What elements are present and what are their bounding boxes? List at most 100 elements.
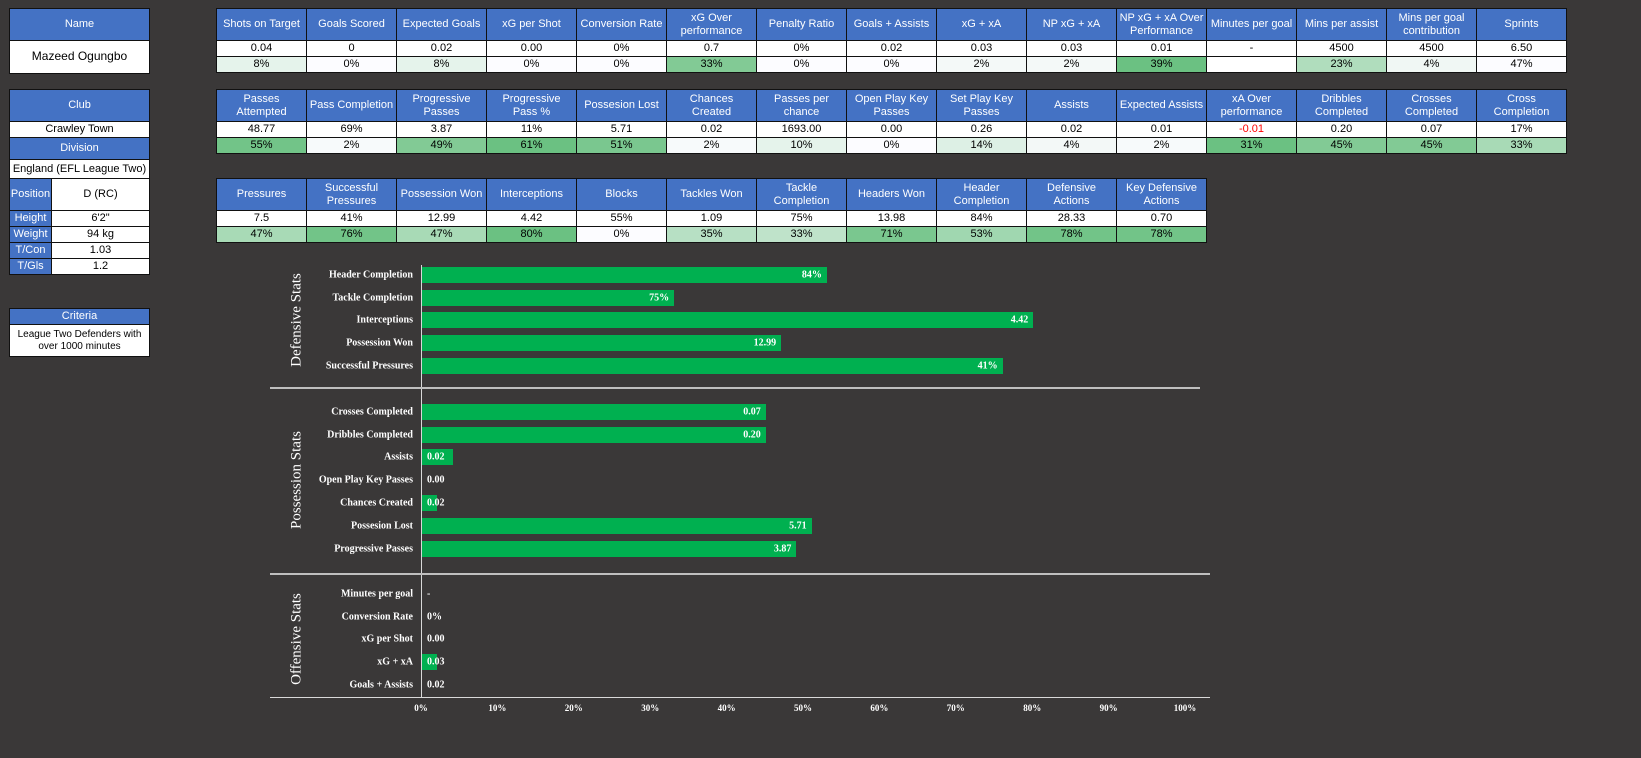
stat-header: Possesion Lost: [576, 89, 667, 122]
stat-percentile: 2%: [936, 56, 1027, 73]
stat-value: 0%: [756, 40, 847, 57]
stat-value: 17%: [1476, 121, 1567, 138]
stat-header: Dribbles Completed: [1296, 89, 1387, 122]
stat-value: 3.87: [396, 121, 487, 138]
name-header: Name: [9, 8, 150, 41]
stat-percentile: 76%: [306, 226, 397, 243]
stat-value: 13.98: [846, 210, 937, 227]
x-tick-label: 40%: [717, 703, 736, 713]
stat-value: 4500: [1386, 40, 1477, 57]
x-tick-label: 20%: [564, 703, 583, 713]
stat-value: 0.03: [1026, 40, 1117, 57]
stat-value: 0.03: [936, 40, 1027, 57]
bar-label: Open Play Key Passes: [318, 474, 413, 486]
stat-percentile: 0%: [306, 56, 397, 73]
bar: [422, 358, 1003, 374]
bar: [422, 335, 782, 351]
stat-header: Minutes per goal: [1206, 8, 1297, 41]
bar-value-label: 0.02: [427, 451, 445, 463]
stat-percentile: 51%: [576, 137, 667, 154]
division-value: England (EFL League Two): [9, 159, 150, 179]
x-tick-label: 10%: [488, 703, 507, 713]
stat-percentile: 0%: [486, 56, 577, 73]
stat-value: 11%: [486, 121, 577, 138]
stat-percentile: 8%: [396, 56, 487, 73]
stat-percentile: 2%: [306, 137, 397, 154]
stat-percentile: 2%: [1116, 137, 1207, 154]
player-name: Mazeed Ogungbo: [9, 40, 150, 74]
stat-percentile: 80%: [486, 226, 577, 243]
tgls-value: 1.2: [51, 258, 150, 275]
stat-header: xG Over performance: [666, 8, 757, 41]
stat-header: Mins per assist: [1296, 8, 1387, 41]
weight-label: Weight: [9, 226, 52, 243]
section-title: Possession Stats: [288, 431, 305, 529]
stat-value: 5.71: [576, 121, 667, 138]
bar: [422, 290, 675, 306]
bar-value-label: 4.42: [1010, 314, 1029, 326]
bar-label: Crosses Completed: [331, 406, 413, 418]
stat-header: Possession Won: [396, 178, 487, 211]
stat-header: Progressive Passes: [396, 89, 487, 122]
stat-percentile: 23%: [1296, 56, 1387, 73]
stat-header: Headers Won: [846, 178, 937, 211]
stat-percentile: 47%: [1476, 56, 1567, 73]
bar-value-label: 0.02: [427, 497, 445, 509]
stat-header: Blocks: [576, 178, 667, 211]
stat-header: Set Play Key Passes: [936, 89, 1027, 122]
stat-header: Pressures: [216, 178, 307, 211]
bar-label: Header Completion: [329, 269, 413, 281]
stat-header: Shots on Target: [216, 8, 307, 41]
stat-percentile: 71%: [846, 226, 937, 243]
stat-percentile: 0%: [576, 226, 667, 243]
bar: [422, 427, 766, 443]
x-tick-label: 70%: [946, 703, 965, 713]
stat-percentile: 45%: [1296, 137, 1387, 154]
stat-value: 0.02: [846, 40, 937, 57]
bar-value-label: 75%: [649, 292, 670, 304]
stat-header: Pass Completion: [306, 89, 397, 122]
stat-value: 0.70: [1116, 210, 1207, 227]
section-divider: [270, 573, 1210, 575]
stat-header: Passes per chance: [756, 89, 847, 122]
stat-header: Mins per goal contribution: [1386, 8, 1477, 41]
bar-label: Chances Created: [340, 497, 413, 509]
stat-header: Progressive Pass %: [486, 89, 577, 122]
tgls-label: T/Gls: [9, 258, 52, 275]
stat-value: 0.01: [1116, 121, 1207, 138]
stat-header: Open Play Key Passes: [846, 89, 937, 122]
x-tick-label: 100%: [1173, 703, 1197, 713]
stat-header: Chances Created: [666, 89, 757, 122]
bar: [422, 267, 827, 283]
stat-value: 0%: [576, 40, 667, 57]
position-label: Position: [9, 178, 52, 211]
stat-value: 69%: [306, 121, 397, 138]
stat-value: 84%: [936, 210, 1027, 227]
stat-percentile: 31%: [1206, 137, 1297, 154]
bar-value-label: 0.00: [427, 474, 445, 486]
stat-value: 7.5: [216, 210, 307, 227]
bar-label: Progressive Passes: [334, 543, 413, 555]
criteria-value: League Two Defenders with over 1000 minu…: [9, 324, 150, 357]
stat-percentile: 0%: [756, 56, 847, 73]
stat-header: Penalty Ratio: [756, 8, 847, 41]
bar-value-label: 3.87: [773, 543, 792, 555]
stat-header: Goals Scored: [306, 8, 397, 41]
stat-value: 0: [306, 40, 397, 57]
stat-percentile: 53%: [936, 226, 1027, 243]
section-title: Defensive Stats: [288, 273, 305, 367]
stat-percentile: 8%: [216, 56, 307, 73]
chart-x-axis: [270, 697, 1210, 698]
stat-value: 0.7: [666, 40, 757, 57]
stat-value: 0.00: [486, 40, 577, 57]
height-label: Height: [9, 210, 52, 227]
stat-value: 0.01: [1116, 40, 1207, 57]
bar-value-label: 5.71: [789, 520, 807, 532]
stat-header: Passes Attempted: [216, 89, 307, 122]
bar: [422, 404, 766, 420]
bar-label: Possession Won: [346, 337, 413, 349]
stat-header: NP xG + xA: [1026, 8, 1117, 41]
stat-header: Defensive Actions: [1026, 178, 1117, 211]
stat-value: 41%: [306, 210, 397, 227]
stat-header: Crosses Completed: [1386, 89, 1477, 122]
